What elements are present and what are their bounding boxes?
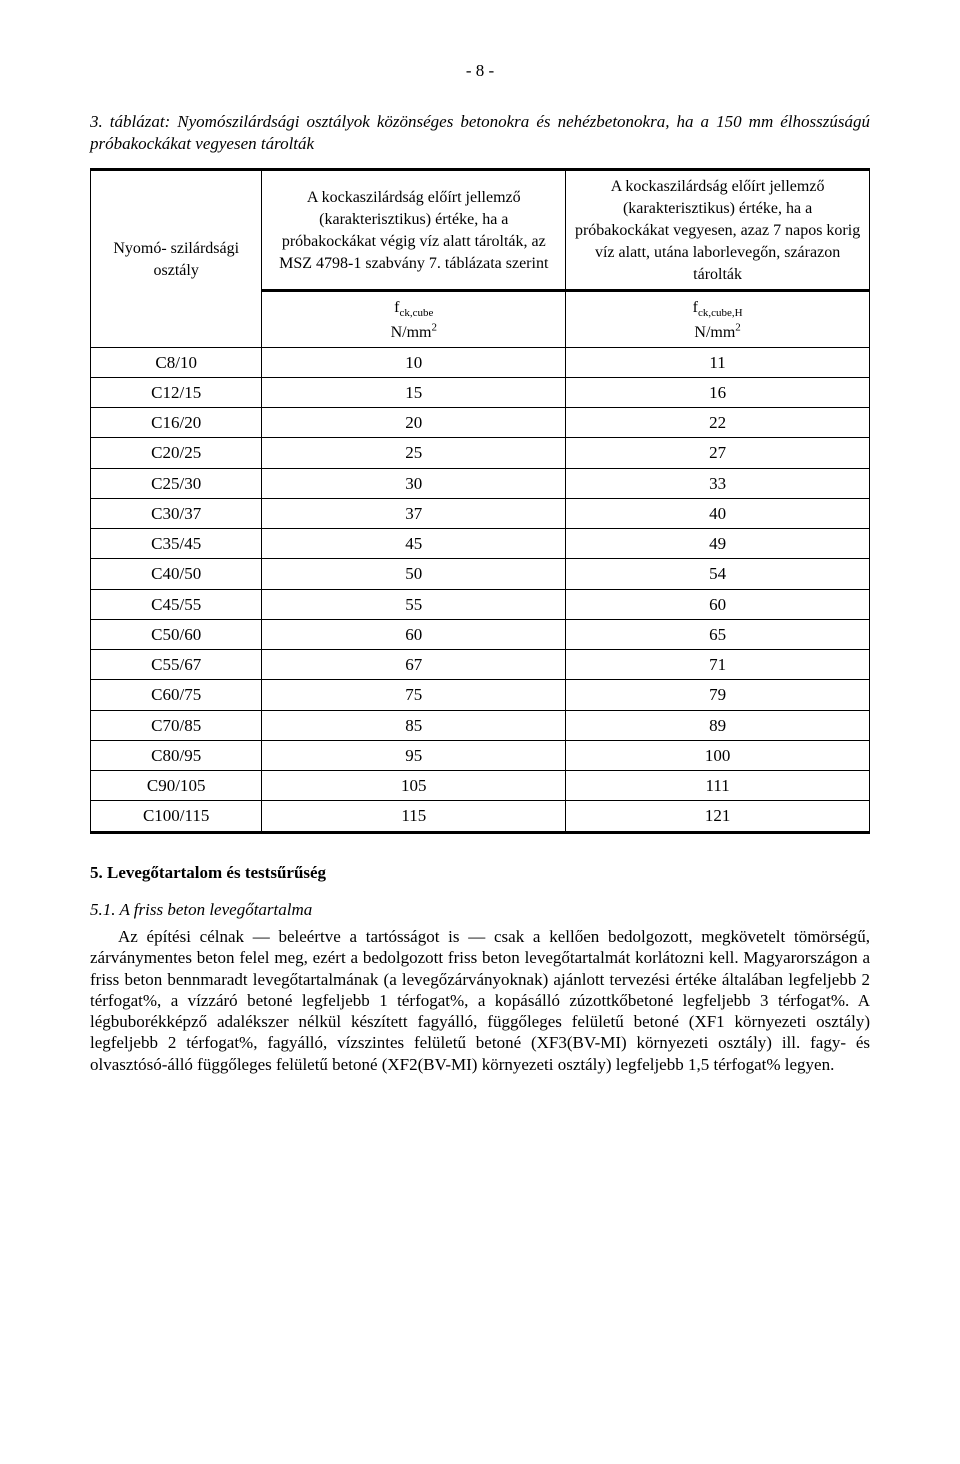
cell-wet-value: 50 bbox=[262, 559, 566, 589]
cell-class: C16/20 bbox=[91, 408, 262, 438]
cell-mixed-value: 60 bbox=[566, 589, 870, 619]
cell-class: C8/10 bbox=[91, 347, 262, 377]
formula-wet-sub: ck,cube bbox=[399, 307, 433, 319]
formula-mixed-sup: 2 bbox=[735, 321, 741, 333]
table-row: C80/9595100 bbox=[91, 740, 870, 770]
cell-mixed-value: 79 bbox=[566, 680, 870, 710]
header-wet-desc: A kockaszilárdság előírt jellemző (karak… bbox=[262, 169, 566, 290]
header-mixed-desc: A kockaszilárdság előírt jellemző (karak… bbox=[566, 169, 870, 290]
table-row: C55/676771 bbox=[91, 650, 870, 680]
strength-class-table: Nyomó- szilárdsági osztály A kockaszilár… bbox=[90, 168, 870, 834]
formula-mixed-sub: ck,cube,H bbox=[698, 307, 743, 319]
table-row: C45/555560 bbox=[91, 589, 870, 619]
formula-wet-unit: N/mm bbox=[391, 324, 432, 341]
cell-wet-value: 105 bbox=[262, 771, 566, 801]
cell-mixed-value: 16 bbox=[566, 377, 870, 407]
table-row: C90/105105111 bbox=[91, 771, 870, 801]
table-row: C35/454549 bbox=[91, 529, 870, 559]
formula-mixed: fck,cube,H N/mm2 bbox=[693, 299, 743, 341]
cell-class: C50/60 bbox=[91, 619, 262, 649]
cell-class: C12/15 bbox=[91, 377, 262, 407]
cell-wet-value: 20 bbox=[262, 408, 566, 438]
cell-class: C70/85 bbox=[91, 710, 262, 740]
section-heading: 5. Levegőtartalom és testsűrűség bbox=[90, 862, 870, 883]
cell-mixed-value: 27 bbox=[566, 438, 870, 468]
cell-class: C35/45 bbox=[91, 529, 262, 559]
cell-class: C25/30 bbox=[91, 468, 262, 498]
cell-mixed-value: 54 bbox=[566, 559, 870, 589]
table-row: C100/115115121 bbox=[91, 801, 870, 832]
cell-wet-value: 95 bbox=[262, 740, 566, 770]
cell-wet-value: 60 bbox=[262, 619, 566, 649]
table-row: C16/202022 bbox=[91, 408, 870, 438]
table-row: C60/757579 bbox=[91, 680, 870, 710]
cell-wet-value: 67 bbox=[262, 650, 566, 680]
cell-mixed-value: 89 bbox=[566, 710, 870, 740]
cell-wet-value: 85 bbox=[262, 710, 566, 740]
cell-wet-value: 30 bbox=[262, 468, 566, 498]
header-mixed-text: A kockaszilárdság előírt jellemző (karak… bbox=[575, 178, 860, 283]
table-body: C8/101011C12/151516C16/202022C20/252527C… bbox=[91, 347, 870, 832]
cell-mixed-value: 111 bbox=[566, 771, 870, 801]
cell-class: C30/37 bbox=[91, 498, 262, 528]
cell-class: C80/95 bbox=[91, 740, 262, 770]
cell-wet-value: 75 bbox=[262, 680, 566, 710]
cell-wet-value: 25 bbox=[262, 438, 566, 468]
formula-mixed-unit: N/mm bbox=[694, 324, 735, 341]
header-class: Nyomó- szilárdsági osztály bbox=[91, 169, 262, 347]
cell-wet-value: 37 bbox=[262, 498, 566, 528]
cell-class: C100/115 bbox=[91, 801, 262, 832]
cell-wet-value: 15 bbox=[262, 377, 566, 407]
table-row: C12/151516 bbox=[91, 377, 870, 407]
cell-wet-value: 45 bbox=[262, 529, 566, 559]
subsection-title: 5.1. A friss beton levegőtartalma bbox=[90, 899, 870, 920]
table-row: C50/606065 bbox=[91, 619, 870, 649]
cell-class: C45/55 bbox=[91, 589, 262, 619]
table-row: C20/252527 bbox=[91, 438, 870, 468]
cell-mixed-value: 49 bbox=[566, 529, 870, 559]
formula-wet: fck,cube N/mm2 bbox=[391, 299, 437, 341]
cell-mixed-value: 40 bbox=[566, 498, 870, 528]
cell-mixed-value: 22 bbox=[566, 408, 870, 438]
header-wet-text: A kockaszilárdság előírt jellemző (karak… bbox=[279, 189, 548, 272]
table-header-row-1: Nyomó- szilárdsági osztály A kockaszilár… bbox=[91, 169, 870, 290]
cell-mixed-value: 121 bbox=[566, 801, 870, 832]
cell-mixed-value: 71 bbox=[566, 650, 870, 680]
header-wet-formula: fck,cube N/mm2 bbox=[262, 290, 566, 347]
table-row: C30/373740 bbox=[91, 498, 870, 528]
cell-wet-value: 10 bbox=[262, 347, 566, 377]
cell-class: C60/75 bbox=[91, 680, 262, 710]
page-number: - 8 - bbox=[90, 60, 870, 81]
table-caption: 3. táblázat: Nyomószilárdsági osztályok … bbox=[90, 111, 870, 154]
table-row: C8/101011 bbox=[91, 347, 870, 377]
cell-mixed-value: 33 bbox=[566, 468, 870, 498]
formula-wet-sup: 2 bbox=[431, 321, 437, 333]
cell-class: C20/25 bbox=[91, 438, 262, 468]
cell-class: C90/105 bbox=[91, 771, 262, 801]
cell-wet-value: 55 bbox=[262, 589, 566, 619]
cell-wet-value: 115 bbox=[262, 801, 566, 832]
table-row: C70/858589 bbox=[91, 710, 870, 740]
header-class-text: Nyomó- szilárdsági osztály bbox=[113, 240, 239, 279]
cell-class: C55/67 bbox=[91, 650, 262, 680]
cell-class: C40/50 bbox=[91, 559, 262, 589]
table-row: C25/303033 bbox=[91, 468, 870, 498]
cell-mixed-value: 100 bbox=[566, 740, 870, 770]
cell-mixed-value: 65 bbox=[566, 619, 870, 649]
table-row: C40/505054 bbox=[91, 559, 870, 589]
body-paragraph: Az építési célnak — beleértve a tartóssá… bbox=[90, 926, 870, 1075]
header-mixed-formula: fck,cube,H N/mm2 bbox=[566, 290, 870, 347]
cell-mixed-value: 11 bbox=[566, 347, 870, 377]
